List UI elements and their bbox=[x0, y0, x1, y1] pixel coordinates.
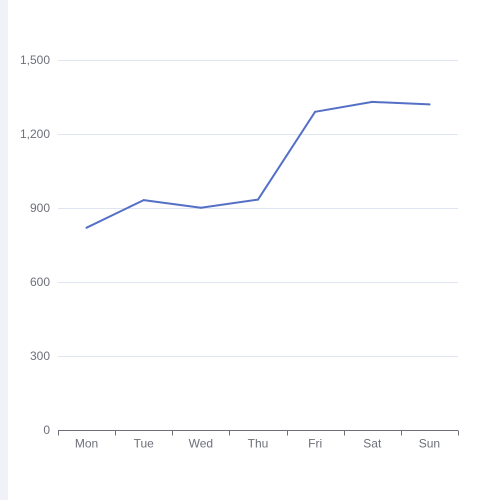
x-tick-label: Fri bbox=[308, 437, 322, 451]
x-axis-labels: Mon Tue Wed Thu Fri Sat Sun bbox=[75, 437, 440, 451]
data-point bbox=[85, 226, 88, 229]
left-panel-edge bbox=[0, 0, 8, 500]
x-tick-label: Thu bbox=[248, 437, 269, 451]
y-tick-label: 1,200 bbox=[20, 127, 50, 141]
y-tick-label: 300 bbox=[30, 349, 50, 363]
x-tick-label: Wed bbox=[189, 437, 213, 451]
x-tick-label: Tue bbox=[134, 437, 155, 451]
data-point bbox=[428, 103, 431, 106]
y-axis-labels: 0 300 600 900 1,200 1,500 bbox=[20, 53, 50, 437]
data-point bbox=[142, 199, 145, 202]
y-tick-label: 600 bbox=[30, 275, 50, 289]
data-point bbox=[199, 206, 202, 209]
x-axis bbox=[58, 430, 459, 436]
data-point bbox=[314, 110, 317, 113]
x-tick-label: Sat bbox=[363, 437, 382, 451]
data-point bbox=[257, 198, 259, 201]
x-tick-label: Sun bbox=[419, 437, 440, 451]
y-tick-label: 0 bbox=[43, 423, 50, 437]
grid-lines bbox=[58, 60, 458, 357]
x-tick-label: Mon bbox=[75, 437, 98, 451]
data-point bbox=[371, 100, 374, 103]
y-tick-label: 900 bbox=[30, 201, 50, 215]
y-tick-label: 1,500 bbox=[20, 53, 50, 67]
series-layer bbox=[85, 100, 431, 229]
